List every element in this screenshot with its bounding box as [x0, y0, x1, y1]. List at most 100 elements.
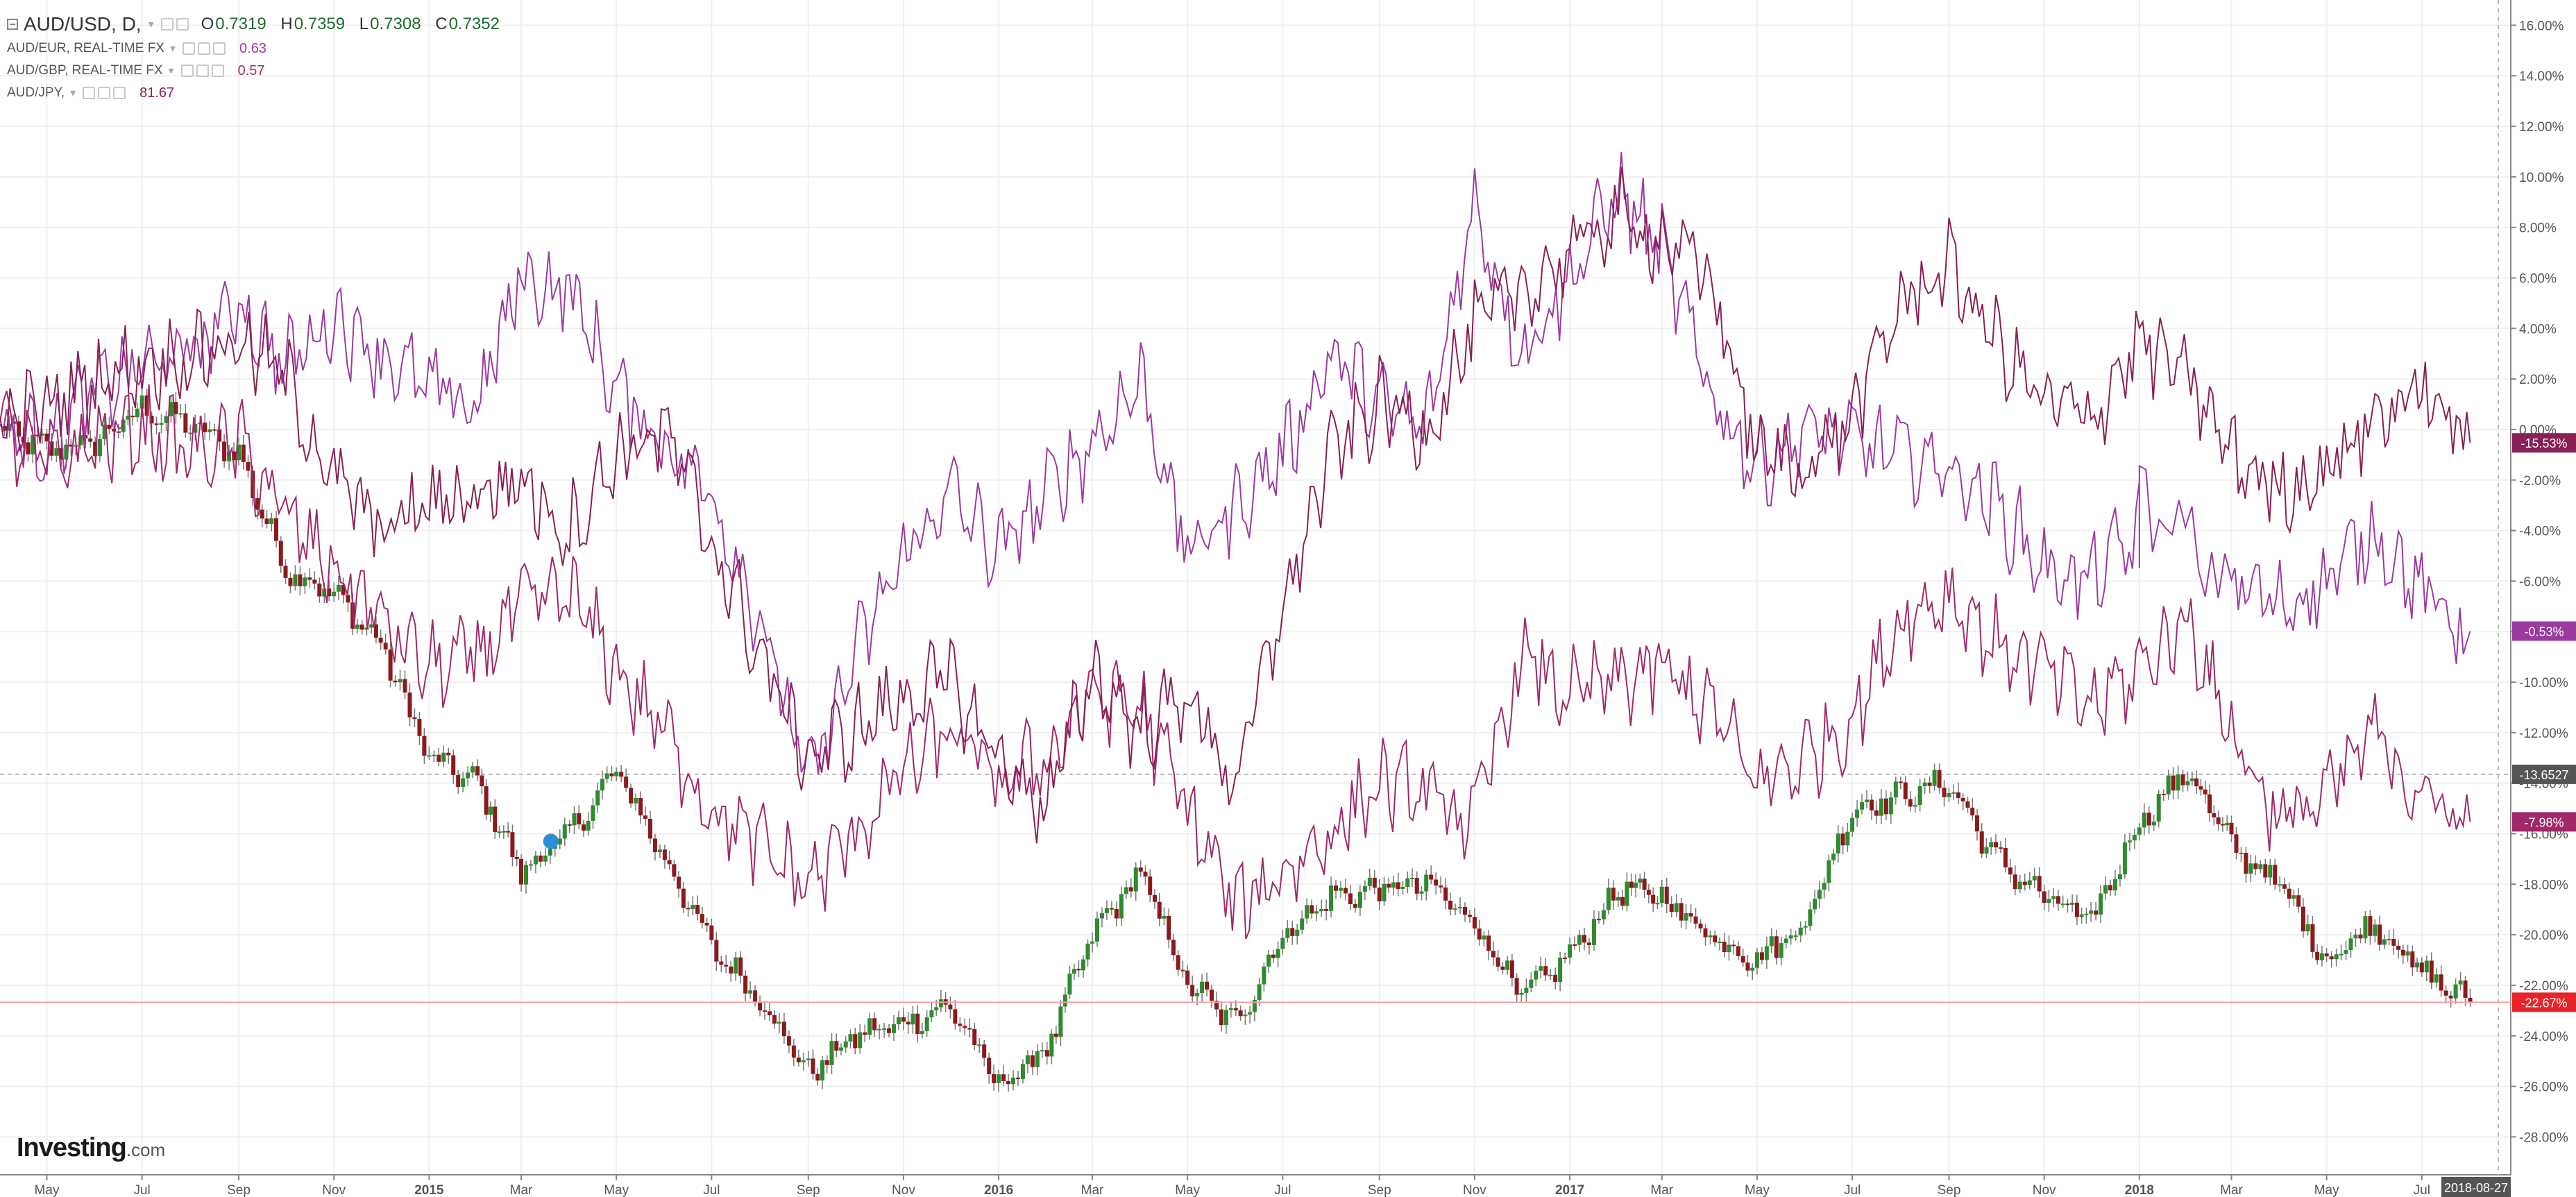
candle-body [2117, 874, 2122, 879]
candle-body [149, 416, 154, 424]
chevron-down-icon[interactable]: ▾ [169, 43, 176, 55]
remove-icon[interactable] [211, 65, 224, 77]
candle-body [2171, 775, 2176, 791]
candle-body [332, 591, 337, 597]
candle-body [853, 1034, 858, 1049]
candle-body [2037, 876, 2042, 892]
candle-body [135, 408, 139, 418]
candle-body [1462, 906, 1467, 915]
candle-body [609, 773, 614, 776]
candle-body [2396, 945, 2401, 950]
candle-body [1722, 941, 1727, 953]
candle-body [724, 965, 729, 967]
collapse-legend-icon[interactable] [7, 19, 18, 30]
candle-body [1509, 960, 1514, 978]
candle-body [1058, 1006, 1063, 1037]
candle-body [811, 1058, 815, 1074]
candle-body [604, 773, 609, 779]
candle-body [982, 1044, 987, 1058]
settings-icon[interactable] [83, 87, 96, 99]
event-marker-icon [543, 833, 559, 849]
remove-icon[interactable] [213, 42, 226, 55]
candle-body [422, 736, 427, 756]
candle-body [1803, 926, 1808, 928]
candle-body [2122, 842, 2127, 875]
compare-symbol[interactable]: AUD/JPY, [7, 85, 65, 100]
candle-body [1625, 881, 1629, 906]
candle-body [1808, 909, 1813, 926]
candle-body [781, 1021, 786, 1037]
chevron-down-icon[interactable]: ▾ [148, 19, 154, 31]
candle-body [456, 774, 461, 788]
candle-body [451, 755, 456, 775]
candle-body [317, 583, 322, 597]
candle-body [188, 432, 193, 434]
candle-body [1094, 918, 1099, 942]
candle-body [963, 1026, 967, 1028]
candle-body [2239, 852, 2244, 854]
candle-body [1128, 887, 1133, 892]
remove-icon[interactable] [113, 87, 126, 99]
candle-body [2291, 895, 2296, 899]
chevron-down-icon[interactable]: ▾ [168, 65, 174, 77]
candle-body [562, 824, 567, 839]
candle-body [1979, 831, 1984, 854]
candle-body [1295, 929, 1300, 936]
compare-symbol[interactable]: AUD/GBP, REAL-TIME FX [7, 63, 163, 78]
settings-icon[interactable] [183, 42, 196, 55]
candle-body [2216, 817, 2221, 824]
candle-body [402, 679, 407, 693]
compare-symbol[interactable]: AUD/EUR, REAL-TIME FX [7, 41, 164, 56]
candle-body [1951, 792, 1956, 794]
candle-body [987, 1058, 992, 1074]
candle-body [915, 1013, 920, 1035]
candle-body [1611, 888, 1616, 901]
visibility-icon[interactable] [196, 65, 209, 77]
x-tick-label: May [35, 1183, 60, 1197]
candle-body [2405, 951, 2410, 956]
chevron-down-icon[interactable]: ▾ [70, 87, 76, 99]
visibility-icon[interactable] [198, 42, 211, 55]
candle-body [1382, 883, 1387, 901]
candle-body [1290, 928, 1295, 936]
candle-body [1171, 940, 1176, 956]
candle-body [1731, 944, 1736, 946]
candle-body [2103, 885, 2108, 894]
candle-body [848, 1034, 853, 1042]
candle-body [2310, 924, 2315, 952]
visibility-icon[interactable] [176, 18, 189, 31]
candle-body [2225, 822, 2230, 826]
candle-body [972, 1029, 977, 1046]
legend-main-symbol[interactable]: AUD/USD, D, [24, 13, 142, 35]
close-value: 0.7352 [448, 15, 500, 33]
candle-body [1453, 908, 1458, 910]
candle-body [1850, 817, 1855, 832]
candle-body [260, 509, 264, 519]
y-tick-label: -6.00% [2519, 575, 2561, 589]
candle-body [446, 752, 451, 756]
candle-body [543, 855, 548, 862]
candle-body [2319, 953, 2324, 960]
candle-body [264, 518, 269, 525]
logo-brand: Investing [17, 1133, 127, 1162]
candle-body [241, 444, 246, 462]
visibility-icon[interactable] [98, 87, 111, 99]
candle-body [1157, 901, 1162, 919]
settings-icon[interactable] [180, 65, 194, 77]
candle-body [1793, 935, 1798, 937]
candle-body [934, 1007, 939, 1011]
candle-body [1573, 944, 1577, 946]
candle-body [2146, 813, 2151, 826]
candle-body [858, 1032, 863, 1049]
x-tick-label: May [1745, 1183, 1770, 1197]
candle-body [1674, 903, 1679, 912]
candle-body [815, 1073, 820, 1081]
candle-body [595, 790, 600, 806]
candle-body [1596, 919, 1601, 921]
candle-body [997, 1074, 1001, 1083]
candle-body [1114, 908, 1119, 919]
y-tick-label: 16.00% [2519, 19, 2564, 33]
settings-icon[interactable] [160, 18, 173, 31]
